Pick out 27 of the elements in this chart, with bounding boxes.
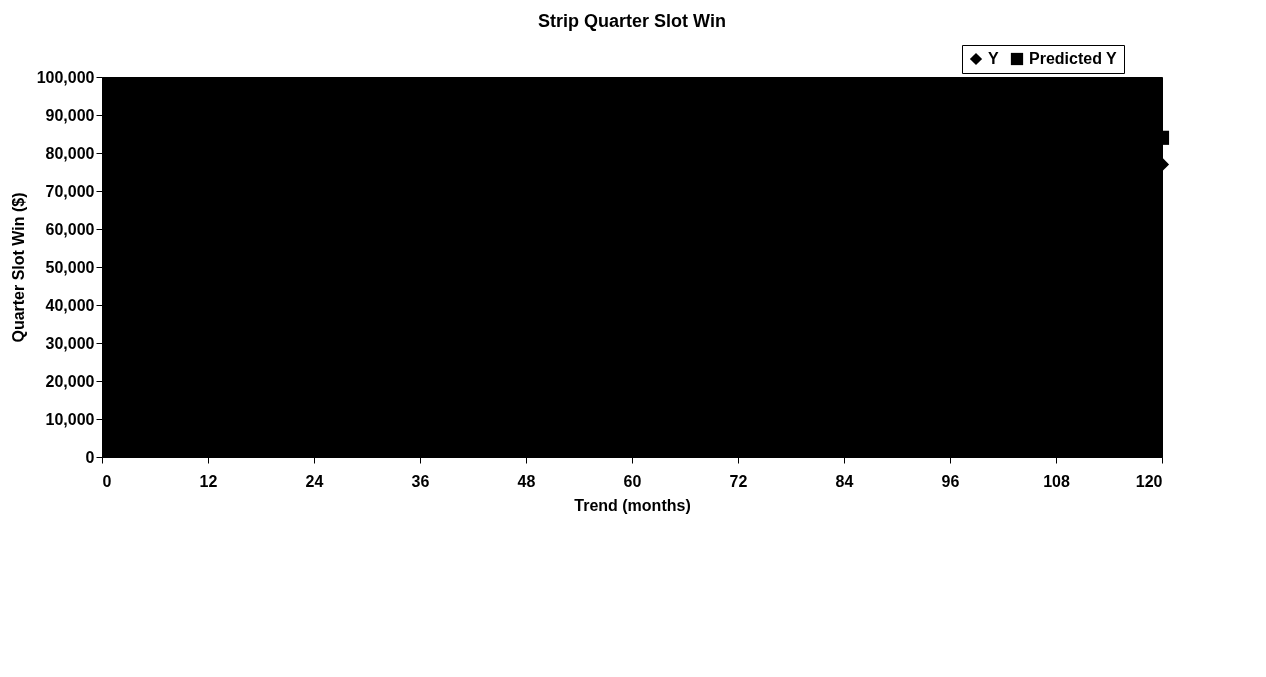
y-tick-label: 70,000: [45, 182, 95, 200]
y-tick-label: 20,000: [45, 372, 95, 390]
x-tick-label: 72: [729, 472, 748, 490]
y-axis-title: Quarter Slot Win ($): [9, 192, 27, 343]
x-tick-label: 120: [1135, 472, 1163, 490]
x-tick-label: 108: [1043, 472, 1070, 490]
y-tick-label: 80,000: [45, 144, 95, 162]
x-tick-label: 96: [941, 472, 960, 490]
x-tick-label: 36: [411, 472, 430, 490]
y-tick-label: 60,000: [45, 220, 95, 238]
x-tick-label: 48: [517, 472, 536, 490]
y-tick-label: 0: [85, 448, 95, 466]
y-tick-label: 30,000: [45, 334, 95, 352]
y-tick-label: 100,000: [36, 68, 95, 86]
x-tick-label: 0: [102, 472, 112, 490]
x-tick-label: 60: [623, 472, 642, 490]
x-tick-label: 12: [199, 472, 218, 490]
x-tick-label: 84: [835, 472, 854, 490]
legend-label: Predicted Y: [1029, 50, 1118, 67]
legend-label: Y: [988, 50, 999, 67]
x-tick-label: 24: [305, 472, 324, 490]
y-tick-label: 10,000: [45, 410, 95, 428]
y-tick-label: 90,000: [45, 106, 95, 124]
y-tick-label: 50,000: [45, 258, 95, 276]
x-axis-title: Trend (months): [574, 496, 691, 514]
chart-title: Strip Quarter Slot Win: [538, 10, 726, 31]
y-tick-label: 40,000: [45, 296, 95, 314]
